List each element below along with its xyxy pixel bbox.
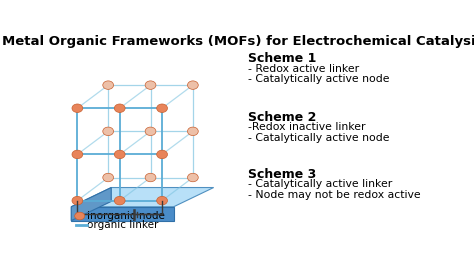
Polygon shape — [71, 188, 111, 221]
Ellipse shape — [188, 173, 198, 182]
Text: Scheme 1: Scheme 1 — [247, 52, 316, 65]
Ellipse shape — [103, 127, 114, 136]
Text: - Catalytically active linker: - Catalytically active linker — [247, 179, 392, 189]
Text: - Node may not be redox active: - Node may not be redox active — [247, 190, 420, 200]
Text: organic linker: organic linker — [87, 220, 159, 230]
Text: Metal Organic Frameworks (MOFs) for Electrochemical Catalysis: Metal Organic Frameworks (MOFs) for Elec… — [2, 35, 474, 48]
Ellipse shape — [145, 127, 156, 136]
Ellipse shape — [114, 104, 125, 112]
Ellipse shape — [75, 212, 85, 220]
Text: Scheme 3: Scheme 3 — [247, 168, 316, 180]
Text: - Catalytically active node: - Catalytically active node — [247, 133, 389, 143]
Polygon shape — [71, 207, 173, 221]
Text: -Redox inactive linker: -Redox inactive linker — [247, 122, 365, 132]
Ellipse shape — [188, 81, 198, 89]
Text: - Redox active linker: - Redox active linker — [247, 64, 359, 73]
Ellipse shape — [145, 81, 156, 89]
Ellipse shape — [114, 150, 125, 159]
Text: - Catalytically active node: - Catalytically active node — [247, 74, 389, 84]
Polygon shape — [71, 188, 214, 207]
Ellipse shape — [145, 173, 156, 182]
Ellipse shape — [157, 150, 167, 159]
Ellipse shape — [188, 127, 198, 136]
Text: inorganic node: inorganic node — [87, 211, 165, 221]
Ellipse shape — [114, 196, 125, 205]
Ellipse shape — [72, 196, 83, 205]
Ellipse shape — [72, 104, 83, 112]
Ellipse shape — [72, 150, 83, 159]
Ellipse shape — [157, 104, 167, 112]
Text: Scheme 2: Scheme 2 — [247, 111, 316, 123]
Ellipse shape — [157, 196, 167, 205]
Ellipse shape — [103, 81, 114, 89]
Ellipse shape — [103, 173, 114, 182]
